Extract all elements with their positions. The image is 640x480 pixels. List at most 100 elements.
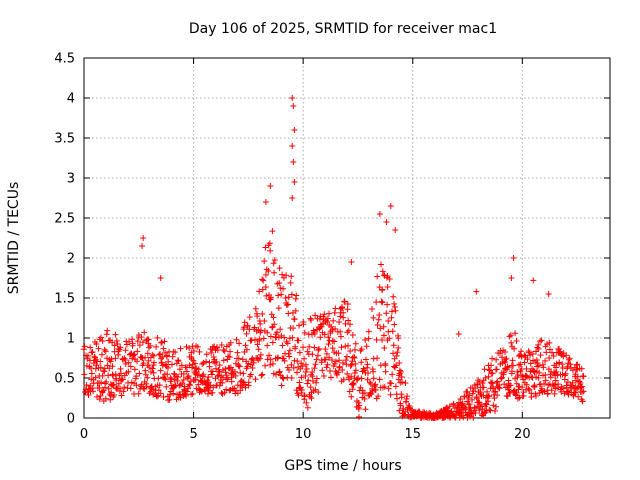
data-point <box>391 321 398 328</box>
data-point <box>349 386 356 393</box>
data-point <box>519 384 526 391</box>
data-point <box>139 339 146 346</box>
data-point <box>223 386 230 393</box>
data-point <box>267 247 274 254</box>
data-point <box>203 358 210 365</box>
data-point <box>325 334 332 341</box>
data-point <box>97 392 104 399</box>
data-point <box>321 331 328 338</box>
data-point <box>340 376 347 383</box>
data-point <box>81 343 88 350</box>
data-point <box>486 393 493 400</box>
data-point <box>306 393 313 400</box>
data-point <box>537 352 544 359</box>
x-axis-label: GPS time / hours <box>284 458 401 474</box>
data-point <box>377 261 384 268</box>
data-point <box>494 392 501 399</box>
data-point <box>249 365 256 372</box>
data-point <box>264 329 271 336</box>
data-point <box>361 395 368 402</box>
data-point <box>145 357 152 364</box>
data-point <box>307 384 314 391</box>
data-point <box>84 352 91 359</box>
data-point <box>348 361 355 368</box>
data-point <box>85 391 92 398</box>
data-point <box>150 369 157 376</box>
data-point <box>246 314 253 321</box>
data-point <box>331 309 338 316</box>
data-point <box>344 329 351 336</box>
data-point <box>97 364 104 371</box>
data-point <box>298 374 305 381</box>
data-point <box>176 366 183 373</box>
data-point <box>131 366 138 373</box>
data-point <box>565 356 572 363</box>
data-point <box>502 356 509 363</box>
data-point <box>508 339 515 346</box>
data-point <box>396 407 403 414</box>
data-point <box>270 314 277 321</box>
data-point <box>390 342 397 349</box>
data-point <box>486 406 493 413</box>
data-point <box>311 330 318 337</box>
data-point <box>103 378 110 385</box>
data-point <box>141 329 148 336</box>
data-point <box>218 342 225 349</box>
data-point <box>335 350 342 357</box>
data-point <box>121 384 128 391</box>
data-point <box>362 406 369 413</box>
data-point <box>385 385 392 392</box>
data-point <box>381 344 388 351</box>
data-point <box>216 362 223 369</box>
data-point <box>234 382 241 389</box>
data-point <box>221 389 228 396</box>
data-point <box>332 325 339 332</box>
data-point <box>106 365 113 372</box>
data-point <box>122 360 129 367</box>
data-point <box>158 339 165 346</box>
data-point <box>140 385 147 392</box>
data-point <box>397 368 404 375</box>
data-point <box>518 348 525 355</box>
data-point <box>186 381 193 388</box>
data-point <box>290 325 297 332</box>
data-point <box>259 310 266 317</box>
data-point <box>262 199 269 205</box>
data-point <box>288 273 295 280</box>
data-point <box>214 344 221 351</box>
data-point <box>491 389 498 396</box>
data-point <box>165 358 172 365</box>
data-point <box>196 372 203 379</box>
data-point <box>136 342 143 349</box>
data-point <box>516 394 523 401</box>
data-point <box>479 380 486 387</box>
data-point <box>542 377 549 384</box>
data-point <box>113 337 120 344</box>
data-point <box>224 376 231 383</box>
data-point <box>102 348 109 355</box>
y-tick-label: 0 <box>67 412 75 427</box>
data-point <box>180 376 187 383</box>
data-point <box>515 362 522 369</box>
data-point <box>188 391 195 398</box>
data-point <box>488 362 495 369</box>
data-point <box>517 361 524 368</box>
data-point <box>257 320 264 327</box>
data-point <box>322 346 329 353</box>
data-point <box>147 342 154 349</box>
data-point <box>507 332 514 339</box>
data-point <box>276 265 283 272</box>
data-point <box>481 366 488 373</box>
data-point <box>541 388 548 395</box>
data-point <box>301 392 308 399</box>
data-point <box>390 293 397 300</box>
data-point <box>135 390 142 397</box>
data-point <box>298 360 305 367</box>
data-point <box>579 398 586 405</box>
data-point <box>117 370 124 377</box>
data-point <box>578 365 585 372</box>
data-point <box>90 388 97 395</box>
data-point <box>285 350 292 357</box>
data-point <box>365 335 372 342</box>
data-point <box>155 387 162 394</box>
